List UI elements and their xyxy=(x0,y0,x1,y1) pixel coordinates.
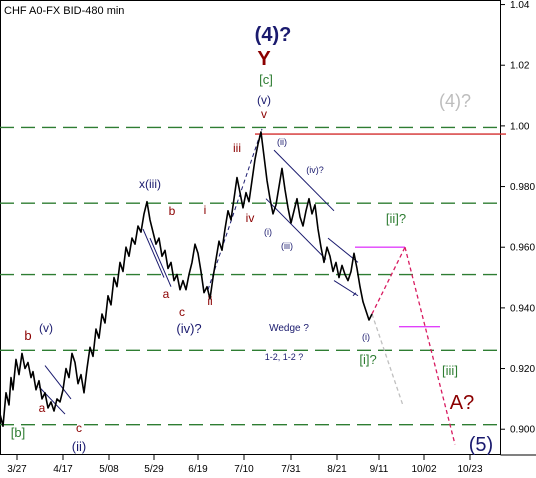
wave-label-15: [ii]? xyxy=(386,211,406,226)
wave-label-5: (4)? xyxy=(439,91,471,111)
wave-label-32: (5) xyxy=(469,434,493,456)
wave-label-13: (i) xyxy=(264,227,272,237)
x-axis: 3/27 4/17 5/08 5/29 6/19 7/10 7/31 8/21 9/11 10/0… xyxy=(7,455,483,475)
projection-wave-iii xyxy=(404,247,456,445)
wave-label-9: x(iii) xyxy=(139,177,161,191)
wave-label-26: [iii] xyxy=(442,363,458,378)
price-series xyxy=(0,131,373,427)
channel-a-upper xyxy=(149,237,172,287)
y-tick-label-6: 0.920 xyxy=(510,364,535,375)
x-tick-label-10: 10/23 xyxy=(457,464,482,475)
channel-a-lower xyxy=(142,228,165,278)
channel-b-lower xyxy=(265,198,327,260)
wave-label-20: Wedge ? xyxy=(269,323,309,334)
wave-label-29: A? xyxy=(450,392,474,414)
wave-trendline xyxy=(207,128,263,290)
wave-label-10: b xyxy=(169,204,176,218)
channel-c-tail xyxy=(352,292,357,297)
wave-label-30: [b] xyxy=(11,425,25,440)
x-tick-label-7: 8/21 xyxy=(327,464,347,475)
wave-label-6: iii xyxy=(233,141,241,155)
y-tick-label-0: 1.04 xyxy=(510,0,530,11)
plot-frame xyxy=(0,0,501,455)
x-tick-label-2: 5/08 xyxy=(99,464,119,475)
x-tick-label-5: 7/10 xyxy=(234,464,254,475)
ghost-projection xyxy=(371,313,404,406)
wave-label-8: (iv)? xyxy=(306,165,324,175)
wave-label-31: (ii) xyxy=(72,439,86,454)
x-tick-label-0: 3/27 xyxy=(7,464,27,475)
wave-label-18: ii xyxy=(207,294,212,308)
y-tick-label-7: 0.900 xyxy=(510,425,535,436)
wave-label-24: 1-2, 1-2 ? xyxy=(265,352,304,362)
x-tick-label-6: 7/31 xyxy=(281,464,301,475)
wave-label-21: (i) xyxy=(362,332,370,342)
x-tick-label-9: 10/02 xyxy=(411,464,436,475)
wave-label-19: (iv)? xyxy=(176,321,201,336)
channel-d-lower xyxy=(38,386,66,415)
wave-label-27: a xyxy=(39,401,46,415)
channel-d-upper xyxy=(44,365,72,400)
chart-title: CHF A0-FX BID-480 min xyxy=(4,5,124,17)
wave-label-16: a xyxy=(163,287,170,301)
wave-label-0: (4)? xyxy=(255,24,292,46)
wave-label-23: (v) xyxy=(39,321,53,335)
wave-label-14: (iii) xyxy=(281,241,293,251)
wave-label-2: [c] xyxy=(259,72,273,87)
y-tick-label-4: 0.960 xyxy=(510,243,535,254)
wave-label-22: b xyxy=(24,328,31,343)
wave-label-7: (ii) xyxy=(277,137,287,147)
y-tick-label-3: 0.980 xyxy=(510,182,535,193)
wave-label-1: Y xyxy=(257,48,271,70)
projection-wave-ii xyxy=(371,246,406,315)
wave-labels: (4)?Y[c](v)v(4)?iii (ii)(iv)?x(iii)b iiv(i… xyxy=(11,24,493,456)
y-tick-label-1: 1.02 xyxy=(510,61,530,72)
wave-overlays xyxy=(38,128,506,445)
wave-label-4: v xyxy=(261,107,267,121)
y-tick-label-2: 1.00 xyxy=(510,121,530,132)
wave-label-28: c xyxy=(76,421,82,435)
channel-b-upper xyxy=(273,149,335,212)
wave-label-3: (v) xyxy=(257,93,271,107)
x-tick-label-3: 5/29 xyxy=(144,464,164,475)
x-tick-label-4: 6/19 xyxy=(188,464,208,475)
wave-label-17: c xyxy=(179,305,185,319)
price-line xyxy=(0,131,373,427)
wave-label-11: i xyxy=(204,203,207,217)
channel-c-lower xyxy=(333,280,359,297)
x-tick-label-1: 4/17 xyxy=(53,464,73,475)
y-tick-label-5: 0.940 xyxy=(510,303,535,314)
wave-label-25: [i]? xyxy=(359,352,376,367)
wave-label-12: iv xyxy=(246,211,255,225)
x-tick-label-8: 9/11 xyxy=(370,464,389,475)
y-axis: 1.04 1.02 1.00 0.980 0.960 0.940 0.920 0.900 xyxy=(500,0,535,436)
